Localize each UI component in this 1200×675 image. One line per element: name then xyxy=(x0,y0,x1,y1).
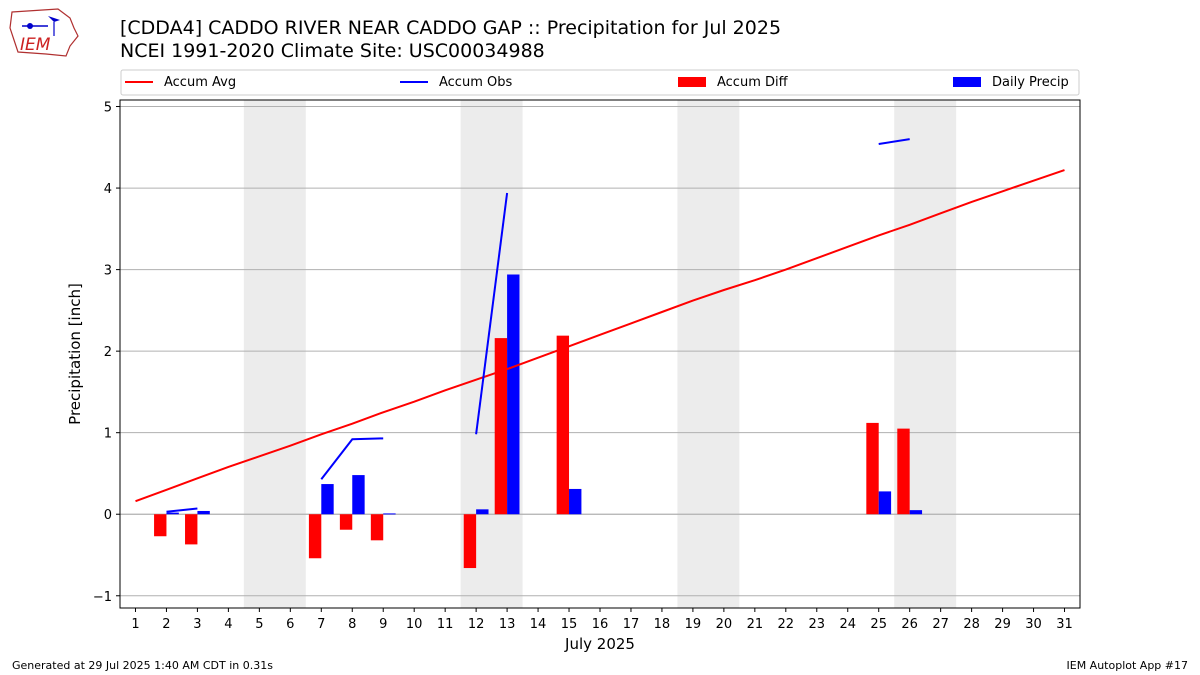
accum-diff-bar xyxy=(463,514,477,569)
daily-precip-bar xyxy=(909,510,923,515)
x-tick-label: 20 xyxy=(716,617,733,632)
x-tick-label: 24 xyxy=(839,617,856,632)
x-tick-label: 16 xyxy=(592,617,609,632)
weekend-bands xyxy=(243,100,957,608)
legend-label-daily-precip: Daily Precip xyxy=(992,75,1069,90)
y-tick-label: −1 xyxy=(93,590,112,605)
daily-precip-bar xyxy=(197,510,210,515)
daily-precip-bar xyxy=(569,488,582,515)
accum-obs-line xyxy=(166,507,198,513)
legend-label-accum-obs: Accum Obs xyxy=(439,75,512,90)
weekend-band xyxy=(677,100,740,608)
x-tick-label: 27 xyxy=(932,617,949,632)
accum-diff-bar xyxy=(897,428,910,515)
x-axis-label: July 2025 xyxy=(564,635,635,653)
accum-diff-bar xyxy=(494,338,508,515)
accum-diff-bar xyxy=(866,422,879,515)
x-tick-label: 11 xyxy=(437,617,454,632)
legend-swatch-daily-precip xyxy=(953,77,981,87)
daily-precip-bar xyxy=(166,512,179,515)
y-tick-label: 1 xyxy=(104,427,112,442)
x-tick-label: 22 xyxy=(778,617,795,632)
y-tick-label: 3 xyxy=(104,264,112,279)
x-tick-label: 10 xyxy=(406,617,423,632)
x-tick-label: 19 xyxy=(685,617,702,632)
x-tick-label: 9 xyxy=(379,617,387,632)
y-tick-label: 5 xyxy=(104,101,112,116)
chart-subtitle: NCEI 1991-2020 Climate Site: USC00034988 xyxy=(120,40,545,62)
app-id: IEM Autoplot App #17 xyxy=(1066,659,1189,672)
x-tick-label: 17 xyxy=(623,617,640,632)
y-axis-label: Precipitation [inch] xyxy=(66,283,84,425)
x-axis-ticks: 1 2 3 4 5 6 7 8 9 10 11 12 13 14 15 16 17 18 19 20 21 22 23 24 2… xyxy=(131,608,1073,632)
x-tick-label: 12 xyxy=(468,617,485,632)
legend-swatch-accum-diff xyxy=(678,77,706,87)
weekend-band xyxy=(243,100,306,608)
x-tick-label: 14 xyxy=(530,617,547,632)
x-tick-label: 13 xyxy=(499,617,516,632)
weekend-band xyxy=(894,100,957,608)
daily-precip-bar xyxy=(352,475,365,515)
x-tick-label: 21 xyxy=(747,617,764,632)
x-tick-label: 31 xyxy=(1056,617,1073,632)
x-tick-label: 30 xyxy=(1025,617,1042,632)
accum-obs-line xyxy=(475,192,509,435)
legend-label-accum-avg: Accum Avg xyxy=(164,75,236,90)
accum-diff-bar xyxy=(370,514,384,541)
daily-precip-bar xyxy=(878,491,892,515)
x-tick-label: 18 xyxy=(654,617,671,632)
accum-obs-line xyxy=(878,138,910,145)
x-tick-label: 26 xyxy=(901,617,918,632)
y-tick-label: 4 xyxy=(104,182,112,197)
x-tick-label: 29 xyxy=(994,617,1011,632)
accum-diff-bar xyxy=(339,514,353,530)
x-tick-label: 5 xyxy=(255,617,263,632)
x-tick-label: 4 xyxy=(224,617,232,632)
x-tick-label: 1 xyxy=(131,617,139,632)
svg-text:IEM: IEM xyxy=(20,35,51,55)
x-tick-label: 7 xyxy=(317,617,325,632)
chart-title: [CDDA4] CADDO RIVER NEAR CADDO GAP :: Pr… xyxy=(120,17,782,39)
x-tick-label: 25 xyxy=(870,617,887,632)
daily-precip-bar xyxy=(321,484,334,515)
x-tick-label: 6 xyxy=(286,617,294,632)
y-axis-ticks: −1 0 1 2 3 4 5 xyxy=(93,101,120,605)
x-tick-label: 8 xyxy=(348,617,356,632)
legend: Accum Avg Accum Obs Accum Diff Daily Precip xyxy=(125,75,1069,90)
accum-diff-bar xyxy=(556,335,570,515)
accum-avg-line xyxy=(135,169,1065,503)
accum-obs-line xyxy=(320,437,384,480)
accum-diff-bar xyxy=(154,514,167,537)
accum-diff-bar xyxy=(185,514,198,545)
x-tick-label: 23 xyxy=(809,617,826,632)
generated-timestamp: Generated at 29 Jul 2025 1:40 AM CDT in … xyxy=(12,659,273,672)
daily-precip-bar xyxy=(383,513,396,515)
iem-logo: IEM xyxy=(9,8,79,57)
bar-series xyxy=(154,274,923,569)
y-tick-label: 0 xyxy=(104,508,112,523)
x-tick-label: 2 xyxy=(162,617,170,632)
accum-diff-bar xyxy=(308,514,322,559)
legend-label-accum-diff: Accum Diff xyxy=(717,75,789,90)
y-tick-label: 2 xyxy=(104,345,112,360)
legend-box xyxy=(120,69,1080,96)
daily-precip-bar xyxy=(476,509,489,515)
line-series xyxy=(135,138,1065,513)
x-tick-label: 3 xyxy=(193,617,201,632)
x-tick-label: 28 xyxy=(963,617,980,632)
x-tick-label: 15 xyxy=(561,617,578,632)
daily-precip-bar xyxy=(507,274,520,515)
